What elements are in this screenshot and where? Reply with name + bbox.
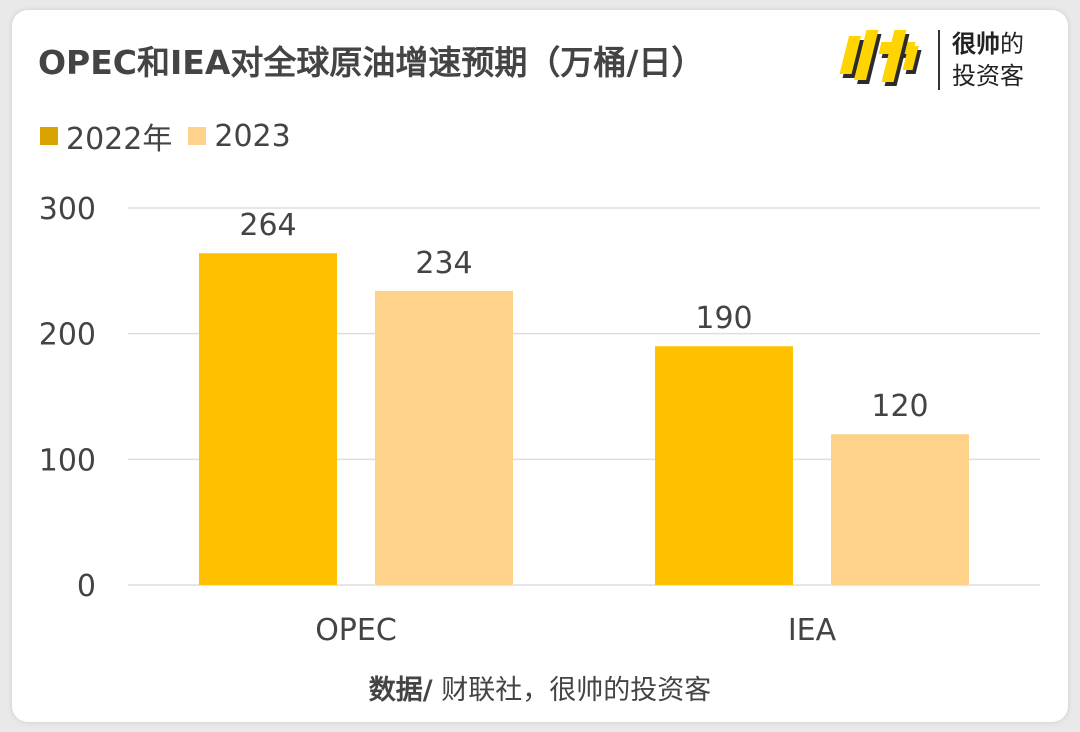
logo-line2: 投资客 xyxy=(952,62,1024,90)
logo-line1-strong: 很帅 xyxy=(952,30,1000,58)
data-label: 264 xyxy=(239,208,296,243)
legend-swatch-2023 xyxy=(188,127,207,145)
y-tick-label: 0 xyxy=(77,569,96,604)
source-text: 财联社，很帅的投资客 xyxy=(432,675,712,706)
data-label: 190 xyxy=(695,301,752,336)
legend-swatch-2022 xyxy=(40,127,58,145)
legend-label-2023: 2023 xyxy=(214,118,291,154)
logo-line1-rest: 的 xyxy=(1000,30,1024,58)
y-tick-label: 200 xyxy=(39,318,96,353)
data-label: 234 xyxy=(415,246,472,281)
data-label: 120 xyxy=(871,389,928,424)
x-tick-label: OPEC xyxy=(315,613,397,648)
logo-text: 很帅的 投资客 xyxy=(952,28,1024,92)
legend-item-2022: 2022年 xyxy=(40,114,172,158)
brand-logo: 很帅的 投资客 xyxy=(834,24,1040,100)
legend-item-2023: 2023 xyxy=(188,118,291,154)
bar xyxy=(655,346,793,585)
bar xyxy=(375,290,513,585)
data-source: 数据/ 财联社，很帅的投资客 xyxy=(0,668,1080,707)
bar xyxy=(831,434,969,585)
shuai-logo-icon xyxy=(839,30,922,86)
chart-title: OPEC和IEA对全球原油增速预期（万桶/日） xyxy=(38,43,705,82)
legend: 2022年 2023 xyxy=(40,114,307,158)
y-tick-label: 100 xyxy=(39,443,96,478)
bar xyxy=(199,253,337,586)
chart-card xyxy=(12,10,1068,722)
legend-label-2022: 2022年 xyxy=(66,122,173,157)
x-tick-label: IEA xyxy=(788,613,837,648)
source-label: 数据/ xyxy=(368,675,433,706)
y-tick-label: 300 xyxy=(39,192,96,227)
logo-divider xyxy=(938,30,940,90)
